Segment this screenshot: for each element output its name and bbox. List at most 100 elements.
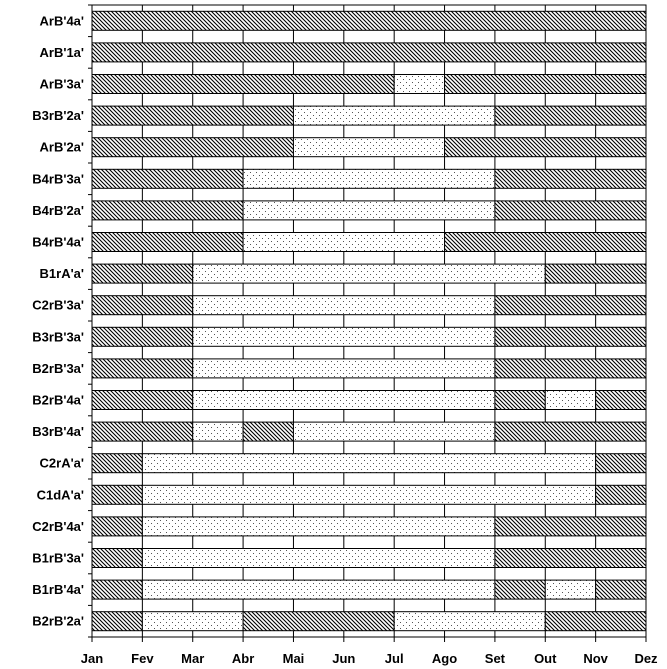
row-label: B2rB'4a' (32, 393, 84, 408)
bar-segment-hatched (91, 42, 647, 63)
bar-segment-hatched (494, 105, 647, 126)
row-label: B2rB'3a' (32, 361, 84, 376)
bar-segment-hatched (444, 232, 647, 252)
row-label: B4rB'4a' (32, 235, 84, 250)
bar-segment-hatched (494, 358, 647, 379)
row-label: C2rA'a' (40, 456, 84, 471)
bar-segment-hatched (91, 137, 294, 158)
bar-segment-hatched (91, 484, 143, 505)
bar-segment-dotted (544, 390, 597, 410)
bar-segment-dotted (141, 611, 244, 632)
row-label: B1rA'a' (40, 266, 84, 281)
bar-segment-hatched (494, 390, 546, 410)
bar-segment-dotted (141, 548, 496, 568)
bar-segment-hatched (91, 579, 143, 600)
bar-segment-dotted (292, 105, 496, 126)
bar-segment-hatched (595, 390, 647, 410)
bar-segment-dotted (192, 390, 496, 410)
bar-segment-hatched (91, 421, 194, 442)
bar-segment-hatched (494, 168, 647, 189)
bar-segment-dotted (192, 421, 244, 442)
month-label-jun: Jun (332, 651, 355, 666)
row-label: B3rB'3a' (32, 329, 84, 344)
bar-segment-hatched (91, 611, 143, 632)
month-label-abr: Abr (232, 651, 254, 666)
row-label: B4rB'2a' (32, 203, 84, 218)
bar-segment-dotted (544, 579, 597, 600)
bar-segment-hatched (91, 10, 647, 31)
bar-segment-hatched (595, 484, 647, 505)
bar-segment-hatched (91, 453, 143, 474)
row-label: B3rB'4a' (32, 424, 84, 439)
bar-segment-dotted (242, 200, 496, 221)
bar-segment-hatched (595, 579, 647, 600)
month-label-jul: Jul (385, 651, 404, 666)
month-label-jan: Jan (81, 651, 103, 666)
row-label: ArB'3a' (40, 77, 84, 92)
bar-segment-hatched (91, 105, 294, 126)
month-label-mai: Mai (283, 651, 305, 666)
row-label: ArB'4a' (40, 13, 84, 28)
bar-segment-hatched (494, 579, 546, 600)
bar-segment-hatched (91, 232, 244, 252)
bar-segment-hatched (494, 295, 647, 316)
month-label-dez: Dez (634, 651, 658, 666)
month-label-fev: Fev (131, 651, 154, 666)
month-label-out: Out (534, 651, 557, 666)
bar-segment-hatched (544, 263, 647, 284)
month-label-mar: Mar (181, 651, 204, 666)
row-label: ArB'1a' (40, 45, 84, 60)
bar-segment-hatched (91, 200, 244, 221)
bar-segment-hatched (91, 326, 194, 347)
row-label: B4rB'3a' (32, 171, 84, 186)
bar-segment-hatched (494, 326, 647, 347)
bar-segment-dotted (141, 516, 496, 537)
bar-segment-hatched (91, 74, 395, 94)
row-label: C2rB'3a' (32, 298, 84, 313)
plot-frame (91, 4, 647, 638)
row-label: ArB'2a' (40, 140, 84, 155)
bar-segment-hatched (494, 516, 647, 537)
bar-segment-hatched (91, 390, 194, 410)
bar-segment-hatched (444, 137, 647, 158)
bar-segment-hatched (242, 421, 294, 442)
bar-segment-dotted (192, 263, 546, 284)
bar-segment-hatched (91, 516, 143, 537)
row-label: C2rB'4a' (32, 519, 84, 534)
bar-segment-dotted (192, 358, 496, 379)
month-label-ago: Ago (432, 651, 457, 666)
bar-segment-hatched (494, 548, 647, 568)
bar-segment-dotted (242, 232, 446, 252)
bar-segment-hatched (91, 168, 244, 189)
grid-lines (88, 4, 647, 638)
bar-segment-dotted (393, 611, 546, 632)
row-labels: ArB'4a' ArB'1a' ArB'3a' B3rB'2a' ArB'2a' B4rB… (32, 13, 84, 628)
bar-segment-hatched (91, 548, 143, 568)
row-label: B3rB'2a' (32, 108, 84, 123)
bar-segment-dotted (141, 579, 496, 600)
bar-segment-dotted (292, 421, 496, 442)
bar-segment-hatched (595, 453, 647, 474)
bar-segment-hatched (494, 421, 647, 442)
bar-segment-dotted (141, 453, 597, 474)
bar-segment-hatched (444, 74, 647, 94)
month-axis: Jan Fev Mar Abr Mai Jun Jul Ago Set Out Nov Dez (81, 637, 658, 666)
row-label: B1rB'3a' (32, 551, 84, 566)
bar-segment-hatched (91, 295, 194, 316)
bar-segment-dotted (242, 168, 496, 189)
bar-segment-dotted (292, 137, 446, 158)
bar-segment-dotted (192, 326, 496, 347)
row-label: B1rB'4a' (32, 582, 84, 597)
month-label-set: Set (485, 651, 506, 666)
row-label: C1dA'a' (37, 487, 84, 502)
bars (91, 10, 647, 632)
row-label: B2rB'2a' (32, 614, 84, 629)
month-label-nov: Nov (583, 651, 608, 666)
bar-segment-dotted (192, 295, 496, 316)
bar-segment-hatched (544, 611, 647, 632)
bar-segment-dotted (141, 484, 597, 505)
bar-segment-hatched (242, 611, 395, 632)
bar-segment-dotted (393, 74, 446, 94)
bar-segment-hatched (91, 263, 194, 284)
